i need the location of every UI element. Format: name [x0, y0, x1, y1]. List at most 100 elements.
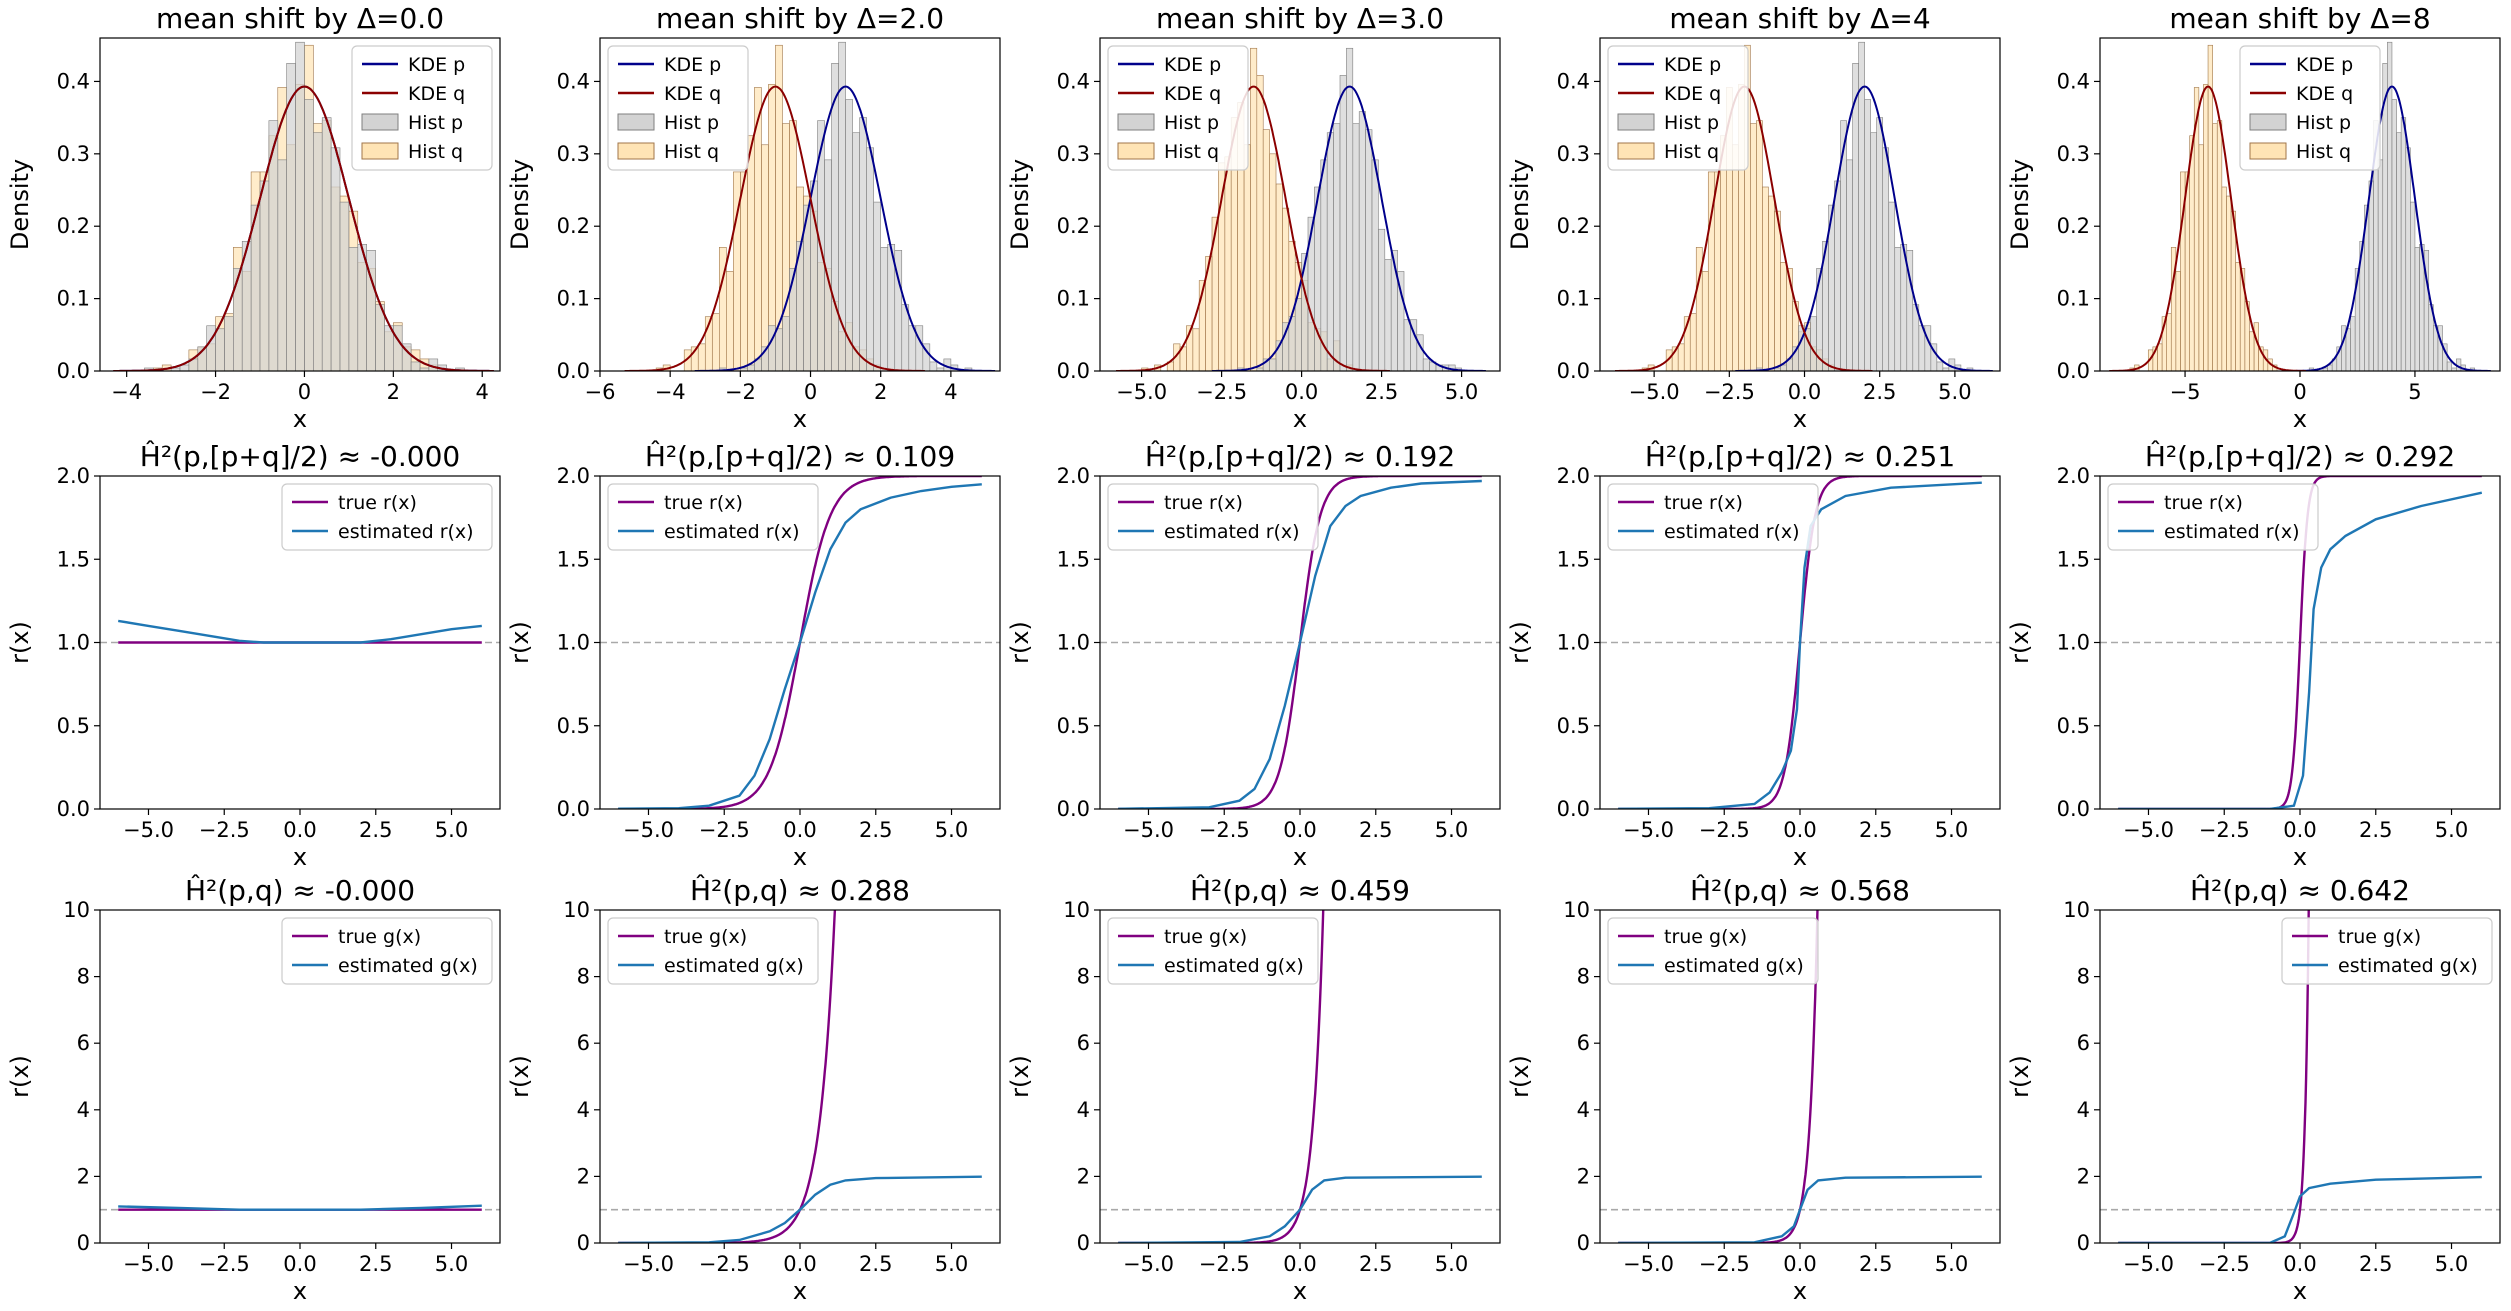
hist-p-bar [2414, 247, 2420, 371]
hist-p-bar [1846, 159, 1853, 371]
legend: KDE p KDE q Hist p Hist q [1607, 45, 1749, 171]
subplot-title: Ĥ²(p,[p+q]/2) ≈ 0.109 [645, 439, 955, 473]
hist-q-bar [747, 135, 755, 371]
y-tick-label: 0.2 [1557, 214, 1590, 238]
hist-p-bar [304, 99, 314, 371]
y-tick-label: 2.0 [57, 464, 90, 488]
legend-box [2239, 45, 2381, 171]
y-tick-label: 2 [2077, 1164, 2090, 1188]
y-axis-label: Density [6, 159, 34, 250]
y-tick-label: 1.0 [1057, 631, 1090, 655]
legend-label: true g(x) [2338, 926, 2421, 948]
legend-box [2107, 483, 2319, 551]
x-axis-label: x [793, 1277, 807, 1305]
legend-label: true g(x) [1664, 926, 1747, 948]
legend-label: KDE p [408, 54, 465, 76]
legend: true g(x) estimated g(x) [1107, 917, 1319, 985]
legend-box [281, 483, 493, 551]
hist-p-bar [2405, 147, 2411, 371]
y-tick-label: 10 [2063, 898, 2090, 922]
legend-box [1107, 917, 1319, 985]
legend-label: true g(x) [338, 926, 421, 948]
x-tick-label: 4 [944, 380, 957, 404]
hist-p-bar [233, 268, 243, 371]
hist-p-bar [866, 147, 874, 371]
hist-q-bar [1762, 186, 1769, 371]
y-tick-label: 1.5 [1557, 547, 1590, 571]
axes-frame [1599, 37, 2001, 372]
legend: true r(x) estimated r(x) [2107, 483, 2319, 551]
plot-area [1600, 476, 2000, 809]
kde-p-line [2293, 85, 2491, 371]
hist-p-bar [1384, 259, 1392, 371]
subplot-title: mean shift by Δ=2.0 [656, 2, 944, 35]
legend-label: true r(x) [1664, 492, 1743, 514]
hist-p-bar [2368, 180, 2374, 371]
hist-q-bar [2198, 144, 2204, 371]
x-tick-label: −5.0 [1116, 380, 1167, 404]
legend: true r(x) estimated r(x) [281, 483, 493, 551]
x-axis-label: x [1293, 405, 1307, 433]
hist-q-bar [2235, 262, 2241, 371]
kde-q-line [1116, 85, 1390, 371]
y-tick-label: 8 [1577, 965, 1590, 989]
legend-label: Hist q [1664, 141, 1719, 163]
x-axis-label: x [793, 843, 807, 871]
hist-p-bar [330, 147, 341, 371]
legend-label: Hist q [1164, 141, 1219, 163]
x-tick-label: −5.0 [2123, 818, 2174, 842]
x-axis-label: x [1793, 843, 1807, 871]
y-tick-label: 0.0 [57, 797, 90, 821]
y-tick-label: 6 [77, 1031, 90, 1055]
x-tick-label: 0 [298, 380, 311, 404]
hist-p-bar [1810, 316, 1817, 371]
y-tick-label: 1.5 [57, 547, 90, 571]
subplot-0-2: −5.0 −2.5 0.0 2.5 5.0 0.0 0.1 0.2 0.3 0.4 x Density… [1006, 2, 1501, 433]
y-tick-label: 0.5 [57, 714, 90, 738]
hist-p-bar [2391, 99, 2397, 371]
hist-p-bar [348, 247, 359, 371]
y-tick-label: 0.0 [557, 359, 590, 383]
hist-p-bar [357, 244, 367, 371]
hist-p-bar [1930, 343, 1938, 371]
kde-q-line [624, 85, 925, 371]
legend-box [607, 917, 819, 985]
hist-q-bar [1262, 129, 1270, 371]
x-tick-label: 0.0 [2283, 1252, 2316, 1276]
y-tick-label: 0.0 [2057, 359, 2090, 383]
hist-p-bar [259, 180, 270, 371]
hist-p-bar [215, 328, 225, 371]
legend-box [1607, 917, 1819, 985]
x-tick-label: 0.0 [2283, 818, 2316, 842]
subplot-0-3: −5.0 −2.5 0.0 2.5 5.0 0.0 0.1 0.2 0.3 0.4 x Density… [1506, 2, 2001, 433]
subplot-title: Ĥ²(p,[p+q]/2) ≈ -0.000 [140, 439, 460, 473]
y-axis-label: r(x) [1006, 621, 1034, 664]
legend-box [607, 483, 819, 551]
subplot-1-4: −5.0 −2.5 0.0 2.5 5.0 0.0 0.5 1.0 1.5 2.0 x r(x) Ĥ²(… [2006, 439, 2501, 871]
y-axis-label: Density [1006, 159, 1034, 250]
hist-p-bar [789, 268, 797, 371]
y-tick-label: 2 [577, 1164, 590, 1188]
y-tick-label: 8 [577, 965, 590, 989]
hist-q-bar [1713, 171, 1721, 371]
legend-label: estimated r(x) [664, 521, 800, 543]
x-tick-label: −2.5 [1196, 380, 1247, 404]
y-axis-label: r(x) [2006, 621, 2034, 664]
x-tick-label: −5 [2170, 380, 2201, 404]
x-tick-label: −2.5 [1199, 1252, 1250, 1276]
x-tick-label: −4 [111, 380, 142, 404]
x-tick-label: 0.0 [1783, 818, 1816, 842]
x-tick-label: 2.5 [1859, 818, 1892, 842]
legend-label: Hist p [1664, 112, 1719, 134]
y-tick-label: 6 [577, 1031, 590, 1055]
estimated-curve-line [118, 1204, 482, 1211]
y-axis-label: r(x) [1506, 621, 1534, 664]
x-tick-label: −2.5 [699, 818, 750, 842]
x-tick-label: 0.0 [1285, 380, 1318, 404]
x-tick-label: 5.0 [1435, 818, 1468, 842]
legend-label: Hist p [1164, 112, 1219, 134]
hist-q-bar [2249, 331, 2255, 371]
y-tick-label: 0.3 [57, 142, 90, 166]
legend-label: estimated g(x) [664, 955, 804, 977]
hist-q-bar [711, 313, 720, 371]
